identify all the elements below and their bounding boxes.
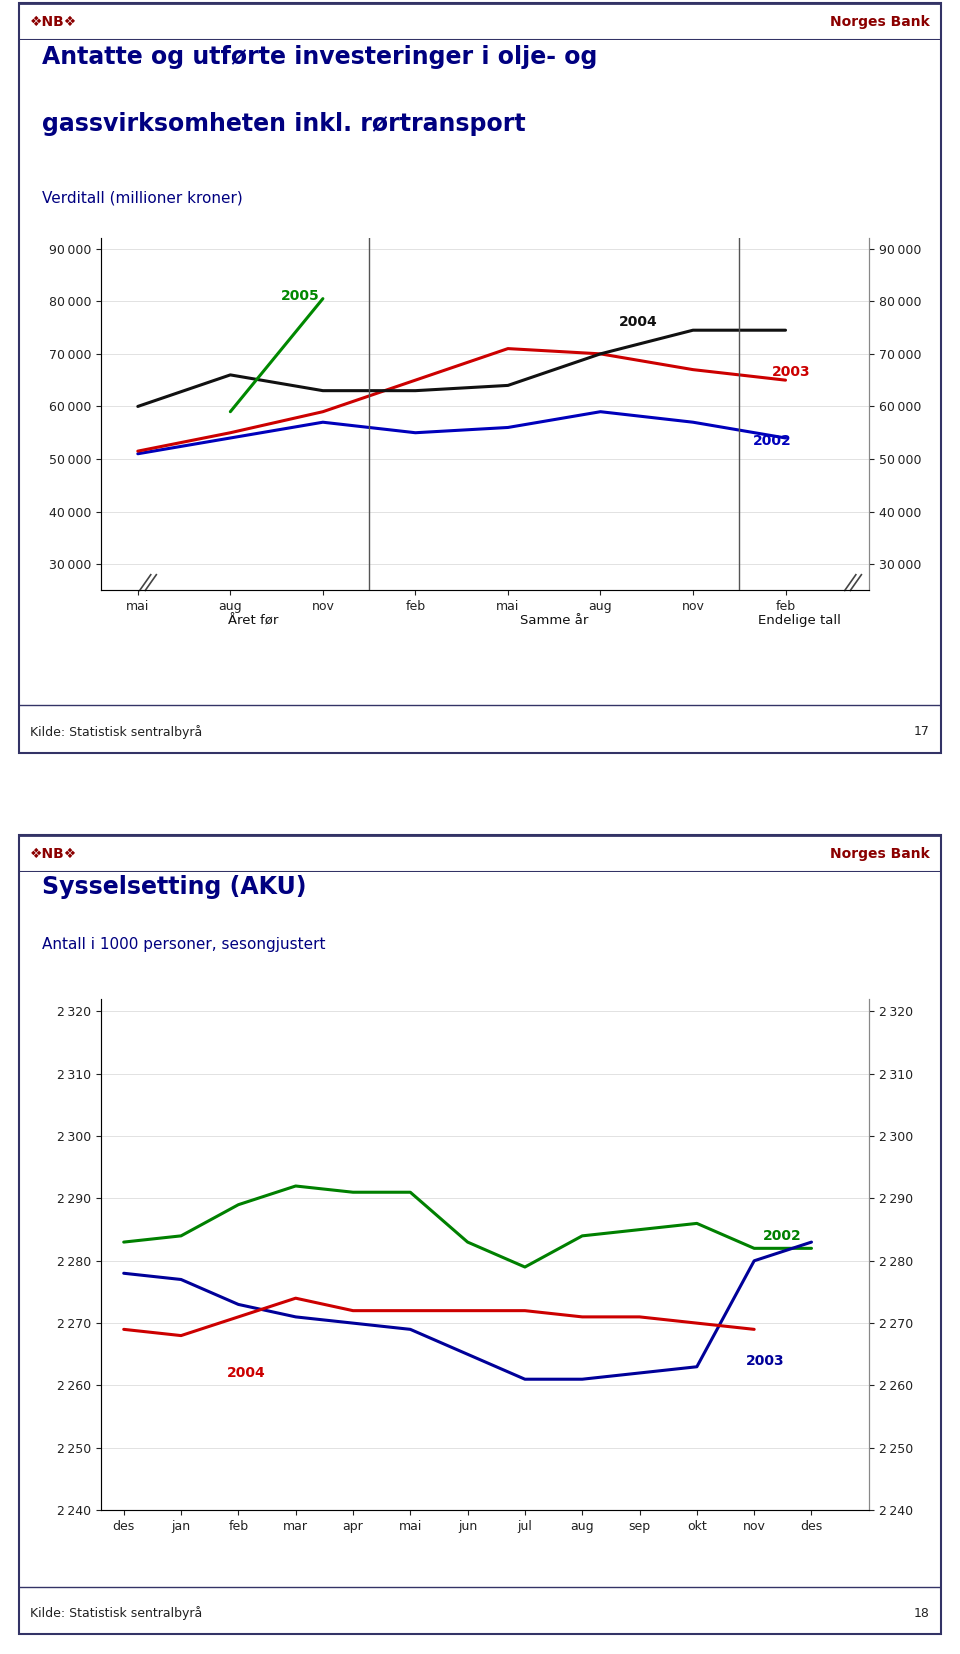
Text: Året før: Året før bbox=[228, 614, 278, 627]
Text: 18: 18 bbox=[914, 1606, 929, 1619]
Text: ❖NB❖: ❖NB❖ bbox=[31, 847, 78, 862]
Text: Kilde: Statistisk sentralbyrå: Kilde: Statistisk sentralbyrå bbox=[31, 724, 203, 739]
Text: Norges Bank: Norges Bank bbox=[830, 15, 929, 30]
Text: Antall i 1000 personer, sesongjustert: Antall i 1000 personer, sesongjustert bbox=[42, 938, 325, 953]
Text: gassvirksomheten inkl. rørtransport: gassvirksomheten inkl. rørtransport bbox=[42, 112, 526, 136]
Text: ❖NB❖: ❖NB❖ bbox=[31, 15, 78, 30]
Text: 2003: 2003 bbox=[772, 366, 810, 379]
Text: 17: 17 bbox=[914, 724, 929, 738]
Text: Norges Bank: Norges Bank bbox=[830, 847, 929, 862]
Text: 2004: 2004 bbox=[227, 1366, 266, 1379]
Text: Endelige tall: Endelige tall bbox=[758, 614, 841, 627]
Text: Samme år: Samme år bbox=[520, 614, 588, 627]
Text: 2003: 2003 bbox=[746, 1353, 784, 1368]
Text: 2002: 2002 bbox=[763, 1229, 802, 1242]
Text: 2004: 2004 bbox=[619, 316, 658, 329]
Text: 2005: 2005 bbox=[281, 289, 320, 303]
Text: Sysselsetting (AKU): Sysselsetting (AKU) bbox=[42, 875, 307, 900]
Text: Kilde: Statistisk sentralbyrå: Kilde: Statistisk sentralbyrå bbox=[31, 1606, 203, 1621]
Text: Antatte og utførte investeringer i olje- og: Antatte og utførte investeringer i olje-… bbox=[42, 45, 598, 69]
Text: Verditall (millioner kroner): Verditall (millioner kroner) bbox=[42, 190, 243, 205]
Text: 2002: 2002 bbox=[754, 433, 792, 448]
